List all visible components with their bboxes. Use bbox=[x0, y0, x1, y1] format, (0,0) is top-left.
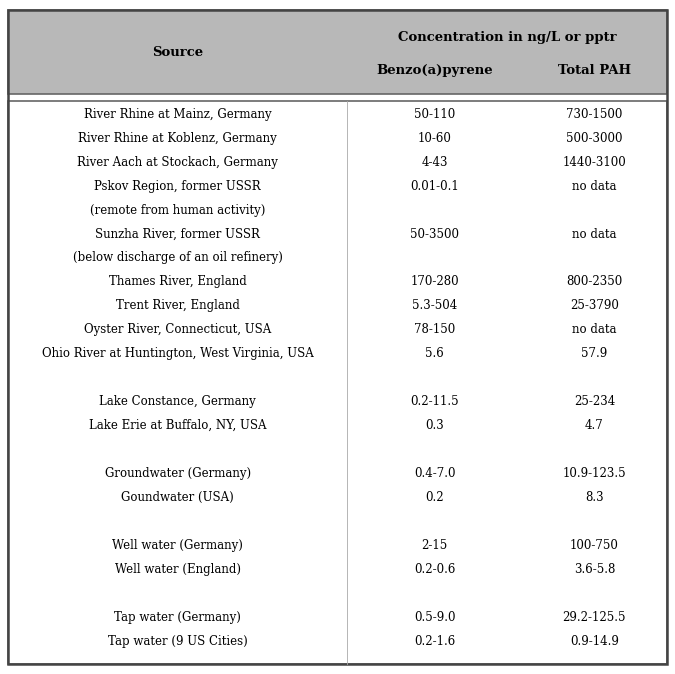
Text: 100-750: 100-750 bbox=[570, 539, 619, 552]
Text: 4.7: 4.7 bbox=[585, 419, 604, 432]
Text: 500-3000: 500-3000 bbox=[566, 131, 622, 145]
Text: 800-2350: 800-2350 bbox=[566, 276, 622, 288]
Text: 0.3: 0.3 bbox=[425, 419, 444, 432]
Text: Tap water (9 US Cities): Tap water (9 US Cities) bbox=[108, 635, 248, 648]
Text: River Aach at Stockach, Germany: River Aach at Stockach, Germany bbox=[78, 156, 278, 168]
Bar bbox=[8, 101, 667, 664]
Text: 5.3-504: 5.3-504 bbox=[412, 299, 457, 312]
Text: 0.2: 0.2 bbox=[425, 491, 444, 504]
Text: 50-110: 50-110 bbox=[414, 108, 456, 121]
Text: Lake Constance, Germany: Lake Constance, Germany bbox=[99, 395, 256, 408]
Text: no data: no data bbox=[572, 324, 617, 336]
Text: 29.2-125.5: 29.2-125.5 bbox=[563, 611, 626, 623]
Text: River Rhine at Mainz, Germany: River Rhine at Mainz, Germany bbox=[84, 108, 271, 121]
Text: (remote from human activity): (remote from human activity) bbox=[90, 204, 265, 216]
Text: Ohio River at Huntington, West Virginia, USA: Ohio River at Huntington, West Virginia,… bbox=[42, 347, 314, 361]
Text: 1440-3100: 1440-3100 bbox=[562, 156, 626, 168]
Bar bbox=[8, 10, 667, 94]
Text: 0.4-7.0: 0.4-7.0 bbox=[414, 467, 456, 480]
Text: Goundwater (USA): Goundwater (USA) bbox=[122, 491, 234, 504]
Text: 0.2-0.6: 0.2-0.6 bbox=[414, 563, 456, 576]
Text: 3.6-5.8: 3.6-5.8 bbox=[574, 563, 615, 576]
Text: 5.6: 5.6 bbox=[425, 347, 444, 361]
Text: Thames River, England: Thames River, England bbox=[109, 276, 246, 288]
Text: River Rhine at Koblenz, Germany: River Rhine at Koblenz, Germany bbox=[78, 131, 277, 145]
Text: 0.9-14.9: 0.9-14.9 bbox=[570, 635, 619, 648]
Text: Sunzha River, former USSR: Sunzha River, former USSR bbox=[95, 228, 260, 241]
Text: 730-1500: 730-1500 bbox=[566, 108, 622, 121]
Text: 2-15: 2-15 bbox=[422, 539, 448, 552]
Text: 0.5-9.0: 0.5-9.0 bbox=[414, 611, 456, 623]
Text: Well water (England): Well water (England) bbox=[115, 563, 241, 576]
Text: Source: Source bbox=[152, 46, 203, 59]
Text: Groundwater (Germany): Groundwater (Germany) bbox=[105, 467, 251, 480]
Text: 25-234: 25-234 bbox=[574, 395, 615, 408]
Text: Tap water (Germany): Tap water (Germany) bbox=[114, 611, 241, 623]
Text: 0.2-11.5: 0.2-11.5 bbox=[410, 395, 459, 408]
Text: Oyster River, Connecticut, USA: Oyster River, Connecticut, USA bbox=[84, 324, 271, 336]
Text: Well water (Germany): Well water (Germany) bbox=[112, 539, 243, 552]
Text: 50-3500: 50-3500 bbox=[410, 228, 459, 241]
Text: 10-60: 10-60 bbox=[418, 131, 452, 145]
Text: Benzo(a)pyrene: Benzo(a)pyrene bbox=[377, 64, 493, 78]
Text: Lake Erie at Buffalo, NY, USA: Lake Erie at Buffalo, NY, USA bbox=[89, 419, 267, 432]
Text: 0.2-1.6: 0.2-1.6 bbox=[414, 635, 456, 648]
Text: Pskov Region, former USSR: Pskov Region, former USSR bbox=[95, 179, 261, 193]
Text: 10.9-123.5: 10.9-123.5 bbox=[563, 467, 626, 480]
Text: (below discharge of an oil refinery): (below discharge of an oil refinery) bbox=[73, 251, 283, 264]
Text: 4-43: 4-43 bbox=[421, 156, 448, 168]
Text: Concentration in ng/L or pptr: Concentration in ng/L or pptr bbox=[398, 32, 616, 44]
Text: 78-150: 78-150 bbox=[414, 324, 456, 336]
Text: no data: no data bbox=[572, 228, 617, 241]
Text: 8.3: 8.3 bbox=[585, 491, 603, 504]
Text: Total PAH: Total PAH bbox=[558, 64, 631, 78]
Text: 57.9: 57.9 bbox=[581, 347, 608, 361]
Text: 0.01-0.1: 0.01-0.1 bbox=[410, 179, 459, 193]
Text: 170-280: 170-280 bbox=[410, 276, 459, 288]
Text: no data: no data bbox=[572, 179, 617, 193]
Text: Trent River, England: Trent River, England bbox=[116, 299, 240, 312]
Text: 25-3790: 25-3790 bbox=[570, 299, 619, 312]
